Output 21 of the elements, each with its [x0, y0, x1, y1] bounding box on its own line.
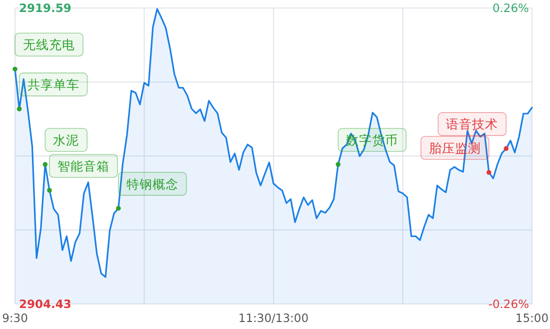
y-tick-label: 2919.59	[19, 1, 72, 15]
annotation: 语音技术	[446, 116, 498, 132]
annotation: 无线充电	[23, 37, 75, 52]
y-tick-label: 2904.43	[19, 297, 72, 311]
x-tick-label: 15:00	[515, 311, 549, 325]
annotation: 共享单车	[27, 76, 80, 92]
annotation: 特钢概念	[126, 176, 178, 192]
point	[504, 146, 509, 151]
point	[42, 162, 48, 167]
x-tick-label: 11:30/13:00	[238, 311, 309, 325]
point	[116, 206, 121, 211]
point	[47, 188, 52, 193]
y2-tick-label: -0.26%	[488, 297, 530, 311]
y2-tick-label: 0.26%	[492, 1, 530, 15]
point	[16, 106, 22, 112]
x-tick-label: 9:30	[2, 311, 28, 325]
annotation: 智能音箱	[57, 158, 110, 174]
point	[12, 66, 18, 72]
point	[336, 162, 341, 167]
annotation: 水泥	[53, 132, 80, 148]
point	[486, 170, 492, 175]
